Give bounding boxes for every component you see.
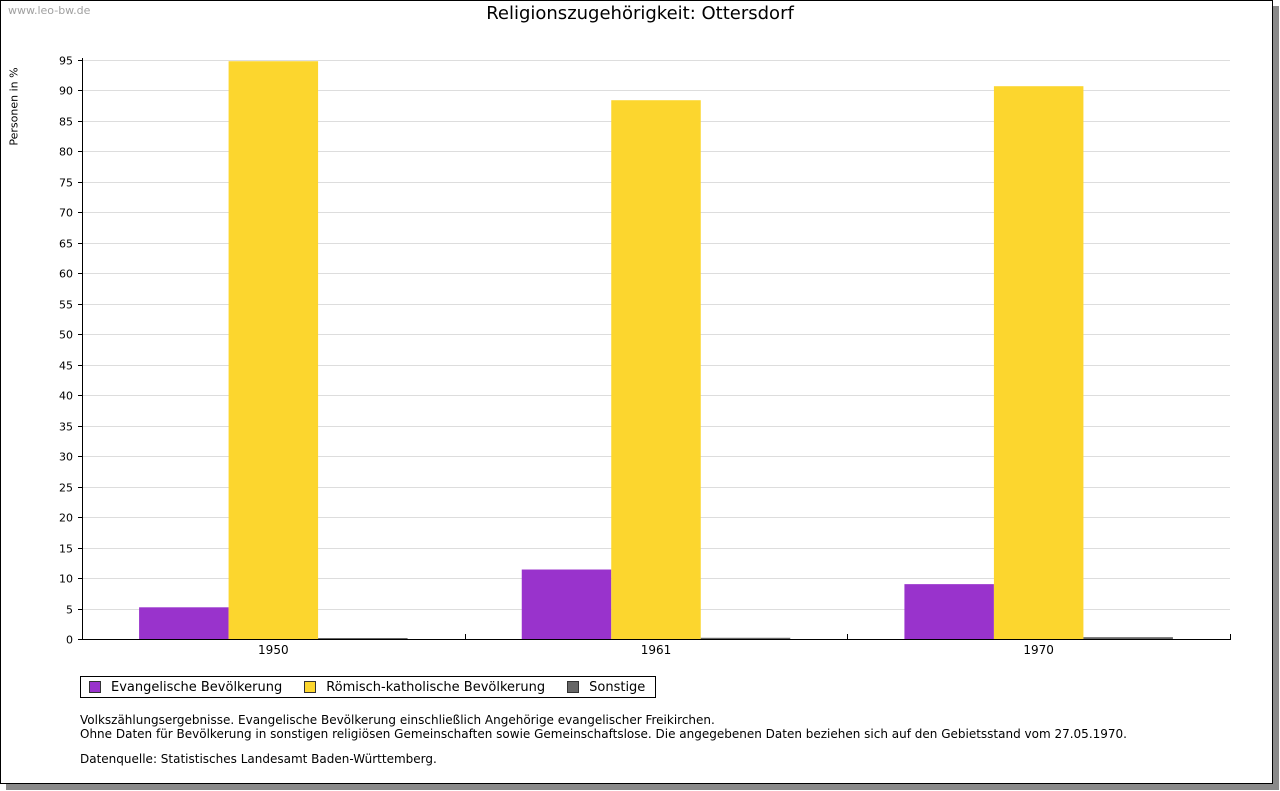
x-tick-label: 1961 (641, 643, 672, 657)
y-tick-label: 80 (59, 146, 73, 159)
bars (139, 61, 1173, 640)
y-tick-label: 60 (59, 268, 73, 281)
legend-swatch-sonstige (567, 681, 580, 693)
legend-label-sonstige: Sonstige (589, 679, 646, 695)
y-tick-label: 65 (59, 238, 73, 251)
y-tick-label: 75 (59, 177, 73, 190)
frame-shadow-right (1273, 6, 1279, 790)
bar-römisch-katholische-1950 (228, 61, 319, 640)
y-tick-label: 50 (59, 329, 73, 342)
x-tick-label: 1970 (1023, 643, 1054, 657)
y-tick-label: 40 (59, 390, 73, 403)
y-tick-label: 95 (59, 55, 73, 68)
bar-evangelische-1950 (139, 607, 229, 639)
bar-sonstige-1950 (318, 638, 408, 639)
legend-label-evangelisch: Evangelische Bevölkerung (111, 679, 283, 695)
legend-item-evangelisch: Evangelische Bevölkerung (89, 680, 282, 695)
y-tick-label: 45 (59, 360, 73, 373)
legend-item-sonstige: Sonstige (567, 680, 645, 695)
y-tick-label: 15 (59, 543, 73, 556)
legend-item-katholisch: Römisch-katholische Bevölkerung (304, 680, 545, 695)
data-source: Datenquelle: Statistisches Landesamt Bad… (80, 752, 437, 766)
x-tick-labels: 1950 1961 1970 (258, 643, 1054, 657)
frame-shadow-bottom (6, 784, 1279, 790)
y-tick-label: 25 (59, 482, 73, 495)
bar-evangelische-1970 (904, 584, 994, 639)
legend: Evangelische Bevölkerung Römisch-katholi… (80, 676, 657, 698)
y-tick-label: 55 (59, 299, 73, 312)
y-tick-label: 90 (59, 85, 73, 98)
chart-title: Religionszugehörigkeit: Ottersdorf (486, 3, 794, 24)
axes (78, 58, 1231, 640)
watermark: www.leo-bw.de (8, 4, 91, 17)
legend-swatch-evangelisch (89, 681, 101, 693)
footnote-line: Volkszählungsergebnisse. Evangelische Be… (80, 713, 715, 727)
legend-swatch-katholisch (304, 681, 317, 693)
bar-römisch-katholische-1970 (993, 86, 1084, 639)
footnote-line: Ohne Daten für Bevölkerung in sonstigen … (80, 727, 1127, 741)
y-tick-label: 20 (59, 512, 73, 525)
y-tick-label: 70 (59, 207, 73, 220)
bar-sonstige-1961 (700, 637, 791, 639)
y-tick-label: 5 (66, 604, 73, 617)
legend-label-katholisch: Römisch-katholische Bevölkerung (326, 679, 546, 695)
y-tick-label: 10 (59, 573, 73, 586)
x-tick-label: 1950 (258, 643, 289, 657)
y-tick-label: 0 (66, 634, 73, 647)
footnotes: Volkszählungsergebnisse. Evangelische Be… (80, 713, 1127, 741)
y-tick-label: 35 (59, 421, 73, 434)
bar-römisch-katholische-1961 (611, 100, 701, 639)
y-tick-labels: 0 5 10 15 20 25 30 35 40 45 50 55 60 65 70 75 80 85 90 95 (59, 55, 73, 647)
y-tick-label: 85 (59, 116, 73, 129)
y-tick-label: 30 (59, 451, 73, 464)
bar-evangelische-1961 (521, 569, 612, 639)
bar-sonstige-1970 (1083, 637, 1173, 639)
